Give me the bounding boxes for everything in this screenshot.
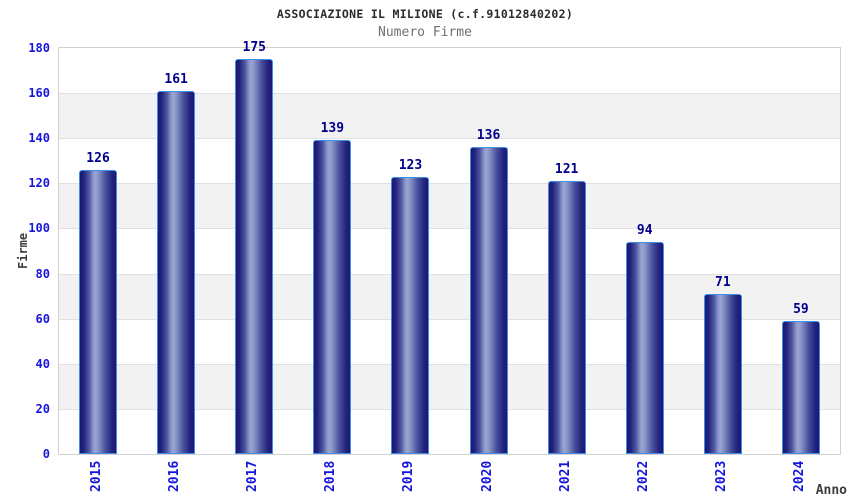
bar — [79, 169, 118, 454]
bar — [703, 293, 742, 454]
bar-value-label: 59 — [793, 301, 809, 317]
bar-value-label: 123 — [398, 157, 423, 173]
bar-value-label: 139 — [320, 121, 345, 137]
y-tick-label: 100 — [28, 221, 50, 236]
x-tick-label: 2020 — [479, 461, 495, 493]
bar-value-label: 121 — [554, 162, 579, 178]
bar — [391, 176, 430, 454]
gridline — [59, 408, 840, 410]
y-tick-label: 120 — [28, 176, 50, 191]
y-tick-label: 80 — [35, 266, 50, 281]
bar — [547, 181, 586, 454]
y-tick-label: 40 — [35, 356, 50, 371]
bar-value-label: 136 — [476, 128, 501, 144]
y-tick-label: 160 — [28, 86, 50, 101]
chart-title: ASSOCIAZIONE IL MILIONE (c.f.91012840202… — [276, 7, 574, 21]
bar — [625, 241, 664, 454]
x-tick-label: 2019 — [401, 461, 417, 493]
gridline — [59, 138, 840, 140]
chart-subtitle: Numero Firme — [378, 25, 472, 40]
bar-value-label: 161 — [164, 71, 188, 87]
x-axis-label: Anno — [815, 483, 847, 498]
x-tick-label: 2023 — [713, 461, 729, 493]
bar-value-label: 126 — [86, 150, 110, 166]
bar — [313, 140, 352, 454]
y-tick-label: 180 — [28, 41, 50, 55]
gridline — [59, 183, 840, 185]
bar-value-label: 94 — [636, 222, 653, 238]
x-tick-label: 2015 — [89, 461, 105, 493]
gridline — [59, 318, 840, 320]
bar-value-label: 71 — [715, 274, 731, 290]
x-tick-label: 2018 — [323, 461, 339, 493]
bar — [469, 147, 508, 454]
x-tick-label: 2016 — [167, 461, 183, 493]
y-tick-label: 140 — [28, 131, 50, 146]
y-tick-label: 0 — [42, 447, 50, 461]
gridline — [59, 228, 840, 230]
x-tick-label: 2024 — [791, 461, 807, 493]
bar-value-label: 175 — [242, 40, 266, 56]
gridline — [59, 363, 840, 365]
y-tick-label: 20 — [35, 401, 50, 416]
y-tick-label: 60 — [35, 311, 50, 326]
gridline — [59, 273, 840, 275]
x-tick-label: 2022 — [635, 461, 651, 493]
bar — [157, 90, 196, 454]
x-tick-label: 2021 — [557, 461, 573, 493]
bar — [235, 59, 274, 454]
x-tick-label: 2017 — [245, 461, 261, 493]
bar — [781, 320, 820, 454]
plot-area: 126 161 175 139 123 136 121 94 71 59 — [58, 40, 841, 455]
gridline — [59, 93, 840, 95]
